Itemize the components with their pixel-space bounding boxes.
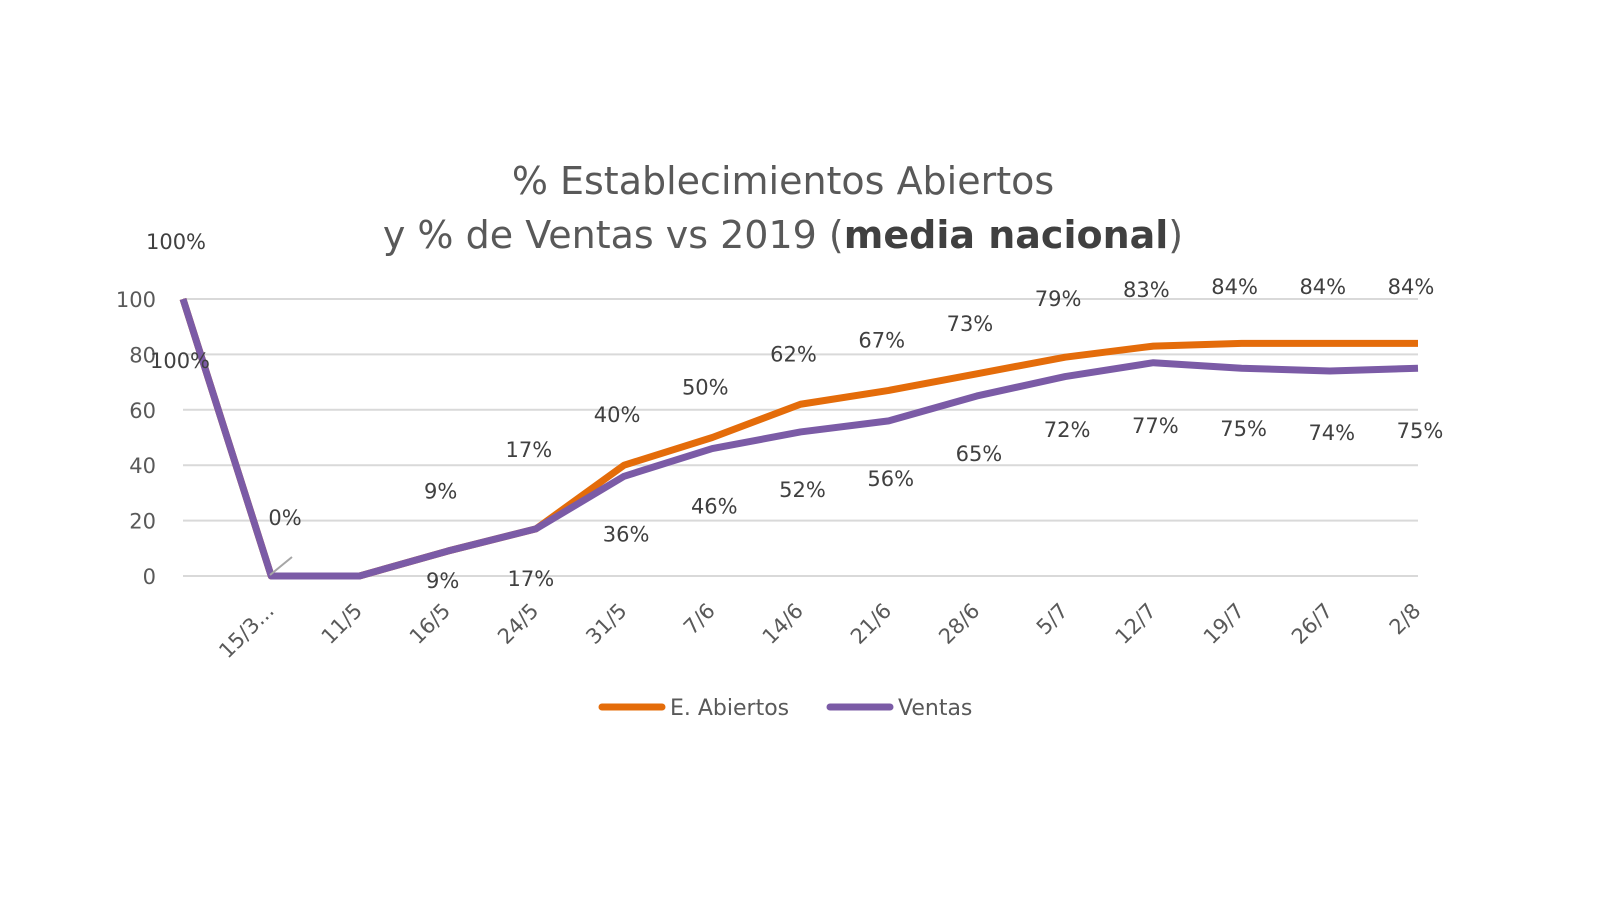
data-label-ventas: 36%: [603, 522, 650, 546]
data-label-e-abiertos: 84%: [1388, 275, 1435, 299]
data-label-e-abiertos: 73%: [947, 312, 994, 336]
x-tick-label: 31/5: [581, 599, 631, 649]
x-tick-label: 5/7: [1032, 599, 1073, 640]
data-label-ventas: 9%: [426, 569, 459, 593]
x-tick-label: 19/7: [1199, 599, 1249, 649]
x-tick-label: 11/5: [317, 599, 367, 649]
legend-label-ventas: Ventas: [898, 696, 972, 721]
x-tick-label: 7/6: [679, 599, 720, 640]
data-label-e-abiertos: 17%: [506, 438, 553, 462]
data-label-ventas: 77%: [1132, 414, 1179, 438]
x-tick-label: 15/3...: [214, 599, 278, 663]
data-label-ventas: 72%: [1044, 418, 1091, 442]
data-label-e-abiertos: 40%: [594, 403, 641, 427]
data-label-e-abiertos: 50%: [682, 376, 729, 400]
data-label-ventas: 46%: [691, 495, 738, 519]
data-label-ventas: 65%: [956, 442, 1003, 466]
series-lines: [179, 297, 1419, 580]
data-label-e-abiertos: 67%: [858, 328, 905, 352]
data-label-e-abiertos: 62%: [770, 342, 817, 366]
x-tick-label: 16/5: [405, 599, 455, 649]
label-leader-line: [269, 556, 293, 576]
x-tick-label: 12/7: [1111, 599, 1161, 649]
y-tick-label: 80: [129, 343, 156, 367]
data-label-ventas: 100%: [150, 349, 210, 373]
legend-label-e-abiertos: E. Abiertos: [670, 696, 789, 721]
y-axis-ticks: 0 20 40 60 80 100: [116, 288, 156, 589]
chart-title-line2-bold: media nacional: [844, 213, 1169, 257]
data-label-e-abiertos: 84%: [1211, 275, 1258, 299]
data-label-ventas: 56%: [867, 467, 914, 491]
data-label-e-abiertos: 9%: [424, 480, 457, 504]
data-label-ventas: 52%: [779, 478, 826, 502]
data-label-e-abiertos: 84%: [1299, 275, 1346, 299]
data-label-e-abiertos: 0%: [268, 506, 301, 530]
y-tick-label: 40: [129, 454, 156, 478]
chart-title-line2: y % de Ventas vs 2019 (media nacional): [383, 213, 1183, 257]
data-label-ventas: 17%: [508, 567, 555, 591]
chart-title-line2-suffix: ): [1168, 213, 1183, 257]
x-tick-label: 14/6: [758, 599, 808, 649]
y-tick-label: 20: [129, 510, 156, 534]
y-tick-label: 0: [143, 565, 156, 589]
x-tick-label: 26/7: [1287, 599, 1337, 649]
chart-title-line1: % Establecimientos Abiertos: [512, 159, 1054, 203]
data-label-e-abiertos: 83%: [1123, 278, 1170, 302]
x-axis-ticks: 15/3... 11/5 16/5 24/5 31/5 7/6 14/6 21/6 28/6 5/…: [214, 599, 1425, 663]
data-label-e-abiertos: 100%: [146, 230, 206, 254]
data-label-ventas: 74%: [1308, 421, 1355, 445]
y-tick-label: 60: [129, 399, 156, 423]
x-tick-label: 21/6: [846, 599, 896, 649]
data-labels: 100% 0% 9% 17% 40% 50% 62% 67% 73% 79% 83% 84% 84% 84…: [146, 230, 1443, 593]
data-label-e-abiertos: 79%: [1035, 287, 1082, 311]
chart-title-line2-prefix: y % de Ventas vs 2019 (: [383, 213, 844, 257]
data-label-ventas: 75%: [1220, 417, 1267, 441]
x-tick-label: 2/8: [1385, 599, 1426, 640]
gridlines: [183, 298, 1418, 577]
series-line-ventas: [179, 297, 1419, 580]
legend: E. Abiertos Ventas: [598, 696, 972, 721]
x-tick-label: 24/5: [493, 599, 543, 649]
x-tick-label: 28/6: [934, 599, 984, 649]
data-label-ventas: 75%: [1397, 419, 1444, 443]
y-tick-label: 100: [116, 288, 156, 312]
